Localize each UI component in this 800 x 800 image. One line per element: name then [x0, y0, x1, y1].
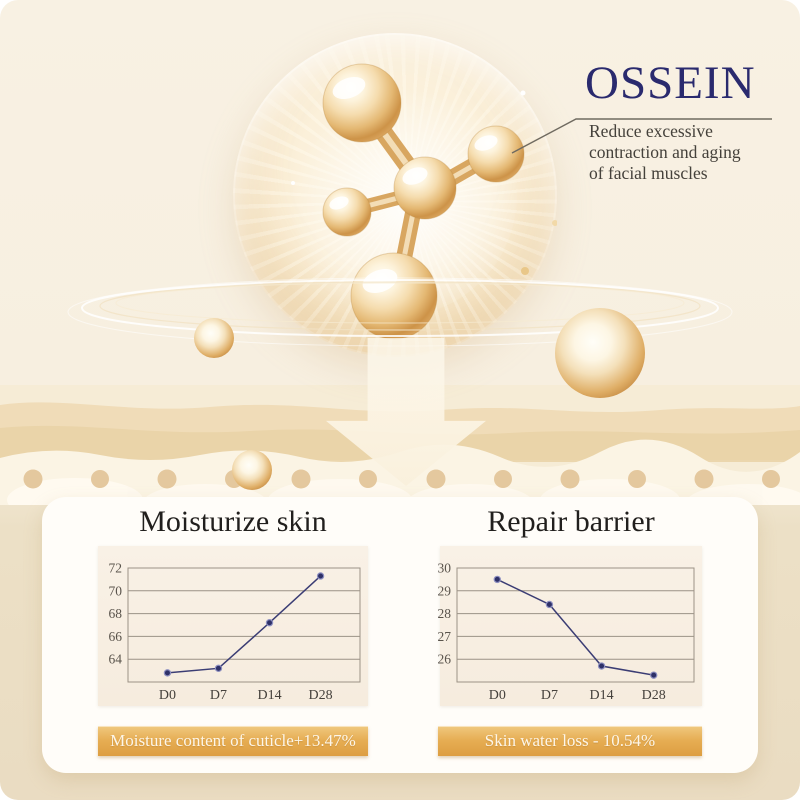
results-panel: Moisturize skin Repair barrier 64 66 68 70 7… [42, 497, 758, 773]
svg-text:D7: D7 [210, 688, 227, 703]
svg-text:68: 68 [109, 606, 123, 621]
svg-text:D28: D28 [642, 688, 666, 703]
caption-moisture-content: Moisture content of cuticle+13.47% [98, 726, 368, 756]
line-chart-repair: 26 27 28 29 30 D0 D7 D14 D28 [438, 561, 695, 703]
svg-text:66: 66 [109, 629, 123, 644]
svg-text:72: 72 [109, 561, 123, 576]
description-line: of facial muscles [589, 163, 708, 183]
molecule-atoms [322, 63, 525, 340]
svg-text:D0: D0 [489, 688, 506, 703]
svg-text:70: 70 [109, 583, 123, 598]
droplet-large-right [555, 308, 645, 398]
svg-text:28: 28 [438, 606, 452, 621]
svg-text:D14: D14 [257, 688, 281, 703]
svg-text:26: 26 [438, 652, 452, 667]
svg-text:29: 29 [438, 583, 452, 598]
chart-title-repair: Repair barrier [487, 505, 655, 538]
ingredient-description: Reduce excessive contraction and aging o… [589, 121, 789, 184]
chart-repair-barrier: 26 27 28 29 30 D0 D7 D14 D28 [438, 546, 702, 706]
ingredient-title: OSSEIN [585, 57, 756, 109]
chart-moisturize-skin: 64 66 68 70 72 D0 D7 D14 D28 [98, 546, 368, 706]
line-chart-moisturize: 64 66 68 70 72 D0 D7 D14 D28 [109, 561, 361, 703]
svg-text:D14: D14 [590, 688, 614, 703]
svg-text:D7: D7 [541, 688, 558, 703]
ossein-molecule-illustration [291, 63, 557, 340]
svg-text:30: 30 [438, 561, 452, 576]
svg-text:64: 64 [109, 652, 123, 667]
description-line: contraction and aging [589, 142, 741, 162]
droplet-small-left [194, 318, 234, 358]
sparkles [291, 90, 557, 275]
caption-water-loss: Skin water loss - 10.54% [438, 726, 702, 756]
svg-text:27: 27 [438, 629, 452, 644]
callout-line [511, 118, 772, 154]
svg-text:D0: D0 [159, 688, 176, 703]
droplet-small-bottom [232, 450, 272, 490]
svg-text:D28: D28 [308, 688, 332, 703]
molecule-bubble-illustration [233, 33, 557, 357]
chart-title-moisturize: Moisturize skin [139, 505, 327, 538]
description-line: Reduce excessive [589, 121, 713, 141]
